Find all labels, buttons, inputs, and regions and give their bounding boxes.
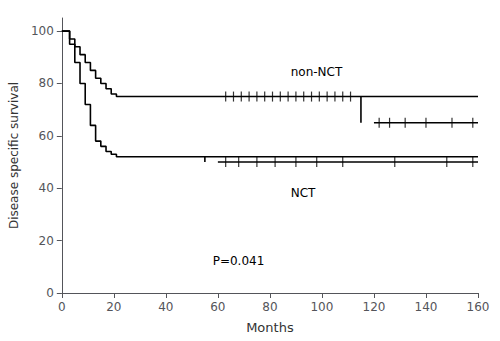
svg-text:100: 100 [31, 24, 54, 38]
svg-text:0: 0 [46, 286, 54, 300]
svg-text:40: 40 [158, 300, 173, 314]
svg-text:140: 140 [415, 300, 438, 314]
svg-text:80: 80 [262, 300, 277, 314]
svg-text:20: 20 [106, 300, 121, 314]
svg-text:non-NCT: non-NCT [291, 65, 343, 79]
svg-text:60: 60 [39, 129, 54, 143]
svg-text:20: 20 [39, 234, 54, 248]
svg-text:0: 0 [58, 300, 66, 314]
svg-text:120: 120 [362, 300, 385, 314]
svg-text:100: 100 [310, 300, 333, 314]
svg-text:160: 160 [467, 300, 490, 314]
svg-text:Months: Months [246, 320, 294, 335]
svg-text:NCT: NCT [291, 186, 316, 200]
svg-text:60: 60 [210, 300, 225, 314]
svg-text:80: 80 [39, 76, 54, 90]
svg-text:40: 40 [39, 181, 54, 195]
svg-text:P=0.041: P=0.041 [213, 254, 265, 268]
svg-text:Disease specific survival: Disease specific survival [7, 82, 21, 229]
